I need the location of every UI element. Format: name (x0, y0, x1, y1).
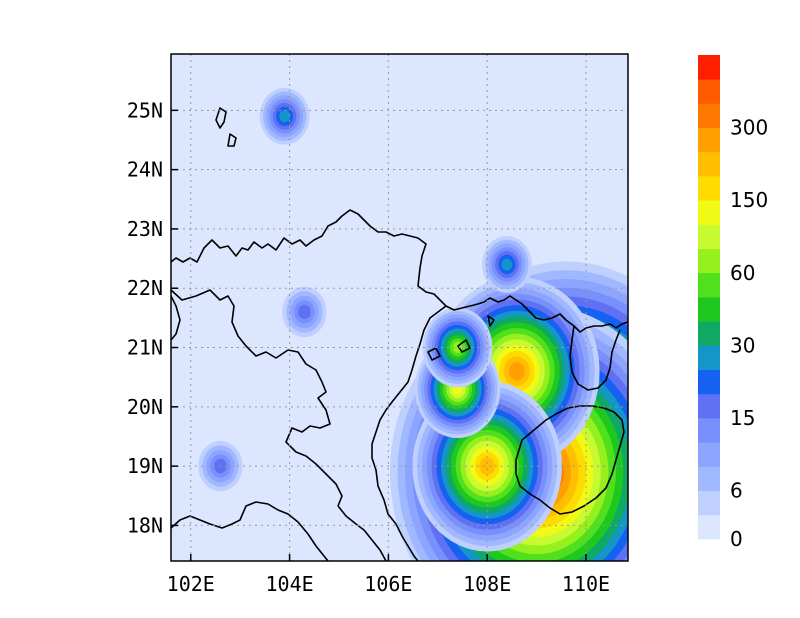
colorbar-swatch-18 (698, 79, 720, 104)
colorbar-swatch-12 (698, 224, 720, 249)
contour-level-5 (298, 304, 311, 320)
tick-label-lon: 104E (265, 572, 313, 596)
tick-label-lat: 23N (127, 217, 163, 241)
colorbar-swatch-10 (698, 272, 720, 298)
colorbar-label: 6 (730, 479, 743, 503)
colorbar-swatch-4 (698, 418, 720, 443)
border-laos-interior (171, 289, 343, 507)
colorbar-label: 15 (730, 406, 755, 430)
longitude-axis: 102E 104E 106E 108E 110E (167, 554, 610, 596)
tick-label-lat: 19N (127, 454, 163, 478)
precip-cell-7 (259, 87, 310, 145)
colorbar-swatch-3 (698, 442, 720, 467)
colorbar-swatch-2 (698, 466, 720, 491)
precip-cell-8 (282, 286, 327, 338)
tick-label-lon: 106E (364, 572, 412, 596)
contour-level-16 (508, 362, 525, 381)
tick-label-lat: 21N (127, 336, 163, 360)
border-laos-vietnam-west (171, 209, 447, 307)
island-halong-2 (457, 339, 471, 353)
contour-level-15 (479, 457, 495, 475)
tick-label-lon: 102E (167, 572, 215, 596)
border-west-edge (171, 295, 181, 341)
contour-level-7 (279, 110, 290, 123)
tick-label-lat: 20N (127, 395, 163, 419)
contour-level-7 (501, 258, 513, 271)
tick-label-lat: 24N (127, 158, 163, 182)
island-yunnan-lake-2 (227, 133, 237, 147)
tick-label-lon: 108E (463, 572, 511, 596)
map-plot-area (170, 53, 629, 562)
colorbar-swatch-11 (698, 248, 720, 274)
coast-vietnam-east (371, 305, 447, 561)
coast-hainan-island (515, 405, 625, 515)
precip-cell-6 (482, 236, 532, 293)
colorbar-label: 150 (730, 188, 768, 212)
colorbar-swatch-19 (698, 55, 720, 80)
colorbar-swatch-15 (698, 151, 720, 177)
colorbar-label: 60 (730, 261, 755, 285)
border-cambodia-laos (171, 501, 329, 561)
colorbar-swatch-5 (698, 393, 720, 419)
latitude-axis: 18N 19N 20N 21N 22N 23N 24N 25N (127, 98, 178, 537)
coastline-borders (171, 107, 628, 561)
colorbar-swatch-0 (698, 514, 720, 540)
tick-label-lat: 22N (127, 276, 163, 300)
tick-label-lat: 18N (127, 513, 163, 537)
island-halong-1 (487, 315, 495, 327)
graticule-grid (171, 54, 628, 561)
colorbar-swatch-13 (698, 200, 720, 225)
colorbar-swatch-1 (698, 490, 720, 516)
border-laos-cambodia-east (337, 505, 387, 561)
colorbar-swatch-7 (698, 345, 720, 370)
map-frame (170, 53, 629, 562)
colorbar-label: 300 (730, 116, 768, 140)
colorbar-swatch-14 (698, 176, 720, 201)
colorbar-label: 30 (730, 333, 755, 357)
coast-gulf-of-tonkin-north (445, 295, 628, 333)
island-yunnan-lake-1 (215, 107, 227, 129)
colorbar-swatch-8 (698, 321, 720, 346)
tick-label-lon: 110E (562, 572, 610, 596)
colorbar-swatch-17 (698, 103, 720, 128)
colorbar-label: 0 (730, 527, 743, 551)
island-coast-1 (427, 347, 441, 361)
precip-cell-5 (422, 307, 493, 388)
colorbar-swatch-9 (698, 297, 720, 322)
coast-leizhou-peninsula (569, 325, 621, 391)
tick-label-lat: 25N (127, 98, 163, 122)
colorbar-swatch-6 (698, 369, 720, 395)
colorbar-swatch-16 (698, 127, 720, 153)
colorbar-legend: 0 6 15 30 60 150 300 (698, 55, 768, 551)
